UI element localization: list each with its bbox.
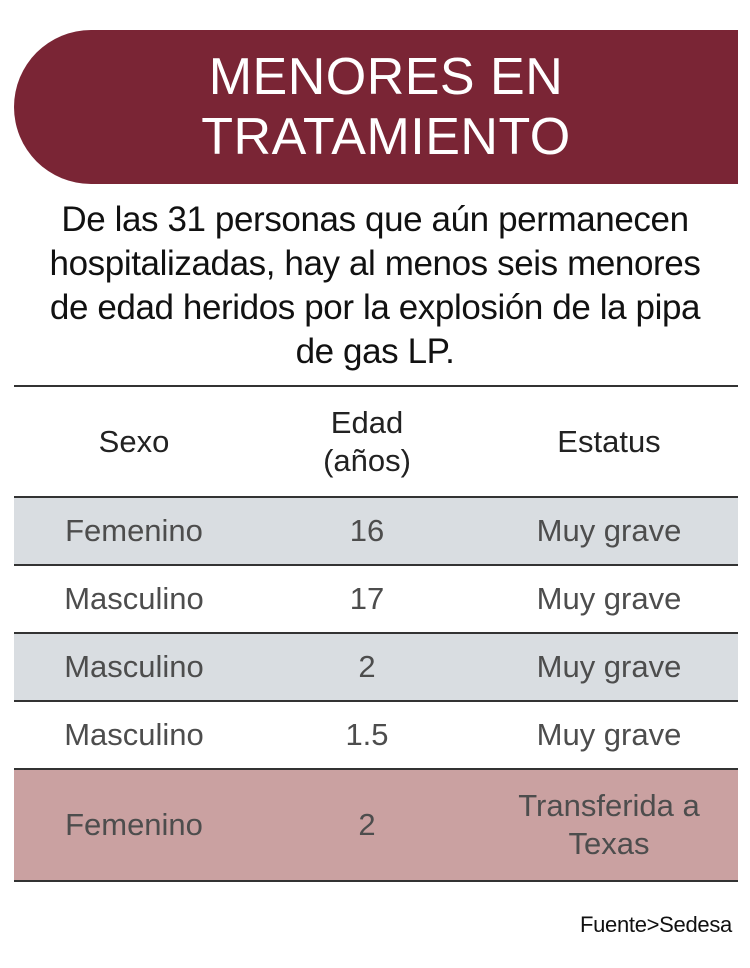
intro-line-3: de edad heridos por la explosión de la p… (49, 288, 701, 327)
cell-estatus: Transferida a Texas (480, 787, 738, 863)
table-row: Masculino 1.5 Muy grave (14, 702, 738, 770)
cell-estatus-line-1: Transferida a (518, 788, 700, 823)
cell-edad: 2 (358, 649, 376, 684)
table-row: Masculino 17 Muy grave (14, 566, 738, 634)
cell-estatus: Muy grave (536, 581, 682, 616)
intro-line-2: hospitalizadas, hay al menos seis menore… (49, 244, 701, 283)
intro-line-1: De las 31 personas que aún permanecen (61, 200, 689, 239)
cell-sexo: Masculino (64, 649, 204, 684)
table-row: Femenino 16 Muy grave (14, 498, 738, 566)
cell-estatus-line-2: Texas (568, 826, 650, 861)
cell-edad: 2 (358, 807, 376, 842)
header-sexo: Sexo (98, 423, 170, 459)
cell-estatus: Muy grave (536, 513, 682, 548)
minors-table: Sexo Edad (años) Estatus Femenino 16 Muy… (14, 385, 738, 882)
cell-sexo: Masculino (64, 581, 204, 616)
header-edad-line-2: (años) (323, 442, 411, 478)
cell-edad: 17 (349, 581, 385, 616)
cell-sexo: Femenino (65, 807, 203, 842)
header-edad-line-1: Edad (330, 404, 404, 440)
cell-edad: 16 (349, 513, 385, 548)
intro-line-4: de gas LP. (295, 332, 455, 371)
table-header-row: Sexo Edad (años) Estatus (14, 387, 738, 498)
source-credit: Fuente>Sedesa (579, 912, 732, 937)
table-row: Masculino 2 Muy grave (14, 634, 738, 702)
header-estatus: Estatus (557, 423, 661, 459)
intro-text: De las 31 personas que aún permanecen ho… (10, 198, 740, 374)
title-line-2: TRATAMIENTO (201, 108, 571, 166)
table-row: Femenino 2 Transferida a Texas (14, 770, 738, 882)
cell-estatus: Muy grave (536, 649, 682, 684)
cell-sexo: Femenino (65, 513, 203, 548)
cell-sexo: Masculino (64, 717, 204, 752)
title-banner: MENORES EN TRATAMIENTO (14, 30, 738, 184)
title-line-1: MENORES EN (208, 48, 564, 106)
cell-estatus: Muy grave (536, 717, 682, 752)
cell-edad: 1.5 (345, 717, 389, 752)
header-edad: Edad (años) (254, 404, 480, 480)
